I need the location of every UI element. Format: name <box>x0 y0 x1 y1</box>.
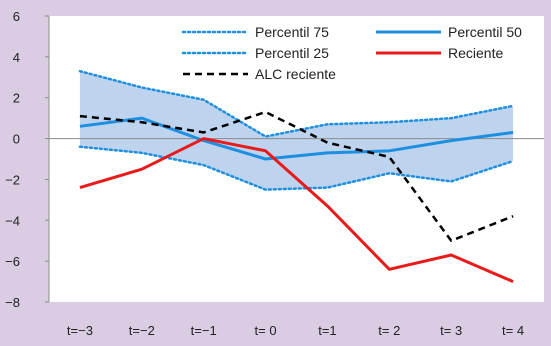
legend-label: Percentil 75 <box>255 24 329 40</box>
legend-item-reciente: Reciente <box>376 45 503 61</box>
x-tick-label: t= 0 <box>255 323 277 338</box>
tick-labels: −8 −6 −4 −2 0 2 4 6 t=−3 t=−2 t=−1 t= 0 t=1 t= 2 t= 3 t… <box>5 9 524 338</box>
series-line-alc-reciente <box>79 110 514 242</box>
legend-label: Percentil 50 <box>448 24 522 40</box>
legend-label: Reciente <box>448 45 503 61</box>
x-tick-label: t=−1 <box>191 323 217 338</box>
series-line-percentil-25 <box>78 145 515 191</box>
legend: Percentil 75 Percentil 50 Percentil 25 Reci… <box>181 24 522 82</box>
y-tick-label: −8 <box>5 295 20 310</box>
legend-item-percentil-75: Percentil 75 <box>181 24 329 40</box>
x-tick-label: t= 2 <box>378 323 400 338</box>
y-tick-label: −6 <box>5 254 20 269</box>
band-area <box>79 71 514 190</box>
y-tick-label: 0 <box>13 132 20 147</box>
legend-label: ALC reciente <box>255 66 336 82</box>
series-line-reciente <box>79 137 514 283</box>
series-line-percentil-75 <box>78 69 515 138</box>
legend-item-percentil-50: Percentil 50 <box>376 24 522 40</box>
x-tick-label: t= 4 <box>502 323 524 338</box>
x-tick-label: t= 3 <box>440 323 462 338</box>
legend-item-alc-reciente: ALC reciente <box>183 66 336 82</box>
y-tick-label: −4 <box>5 213 20 228</box>
y-tick-label: −2 <box>5 172 20 187</box>
y-tick-label: 4 <box>13 50 20 65</box>
y-tick-label: 6 <box>13 9 20 24</box>
legend-label: Percentil 25 <box>255 45 329 61</box>
series-lines <box>78 69 515 283</box>
percentile-band <box>79 71 514 190</box>
x-tick-label: t=−3 <box>67 323 93 338</box>
x-tick-label: t=1 <box>318 323 336 338</box>
series-line-percentil-50 <box>79 116 514 161</box>
legend-item-percentil-25: Percentil 25 <box>181 45 329 61</box>
y-tick-label: 2 <box>13 91 20 106</box>
x-tick-label: t=−2 <box>129 323 155 338</box>
